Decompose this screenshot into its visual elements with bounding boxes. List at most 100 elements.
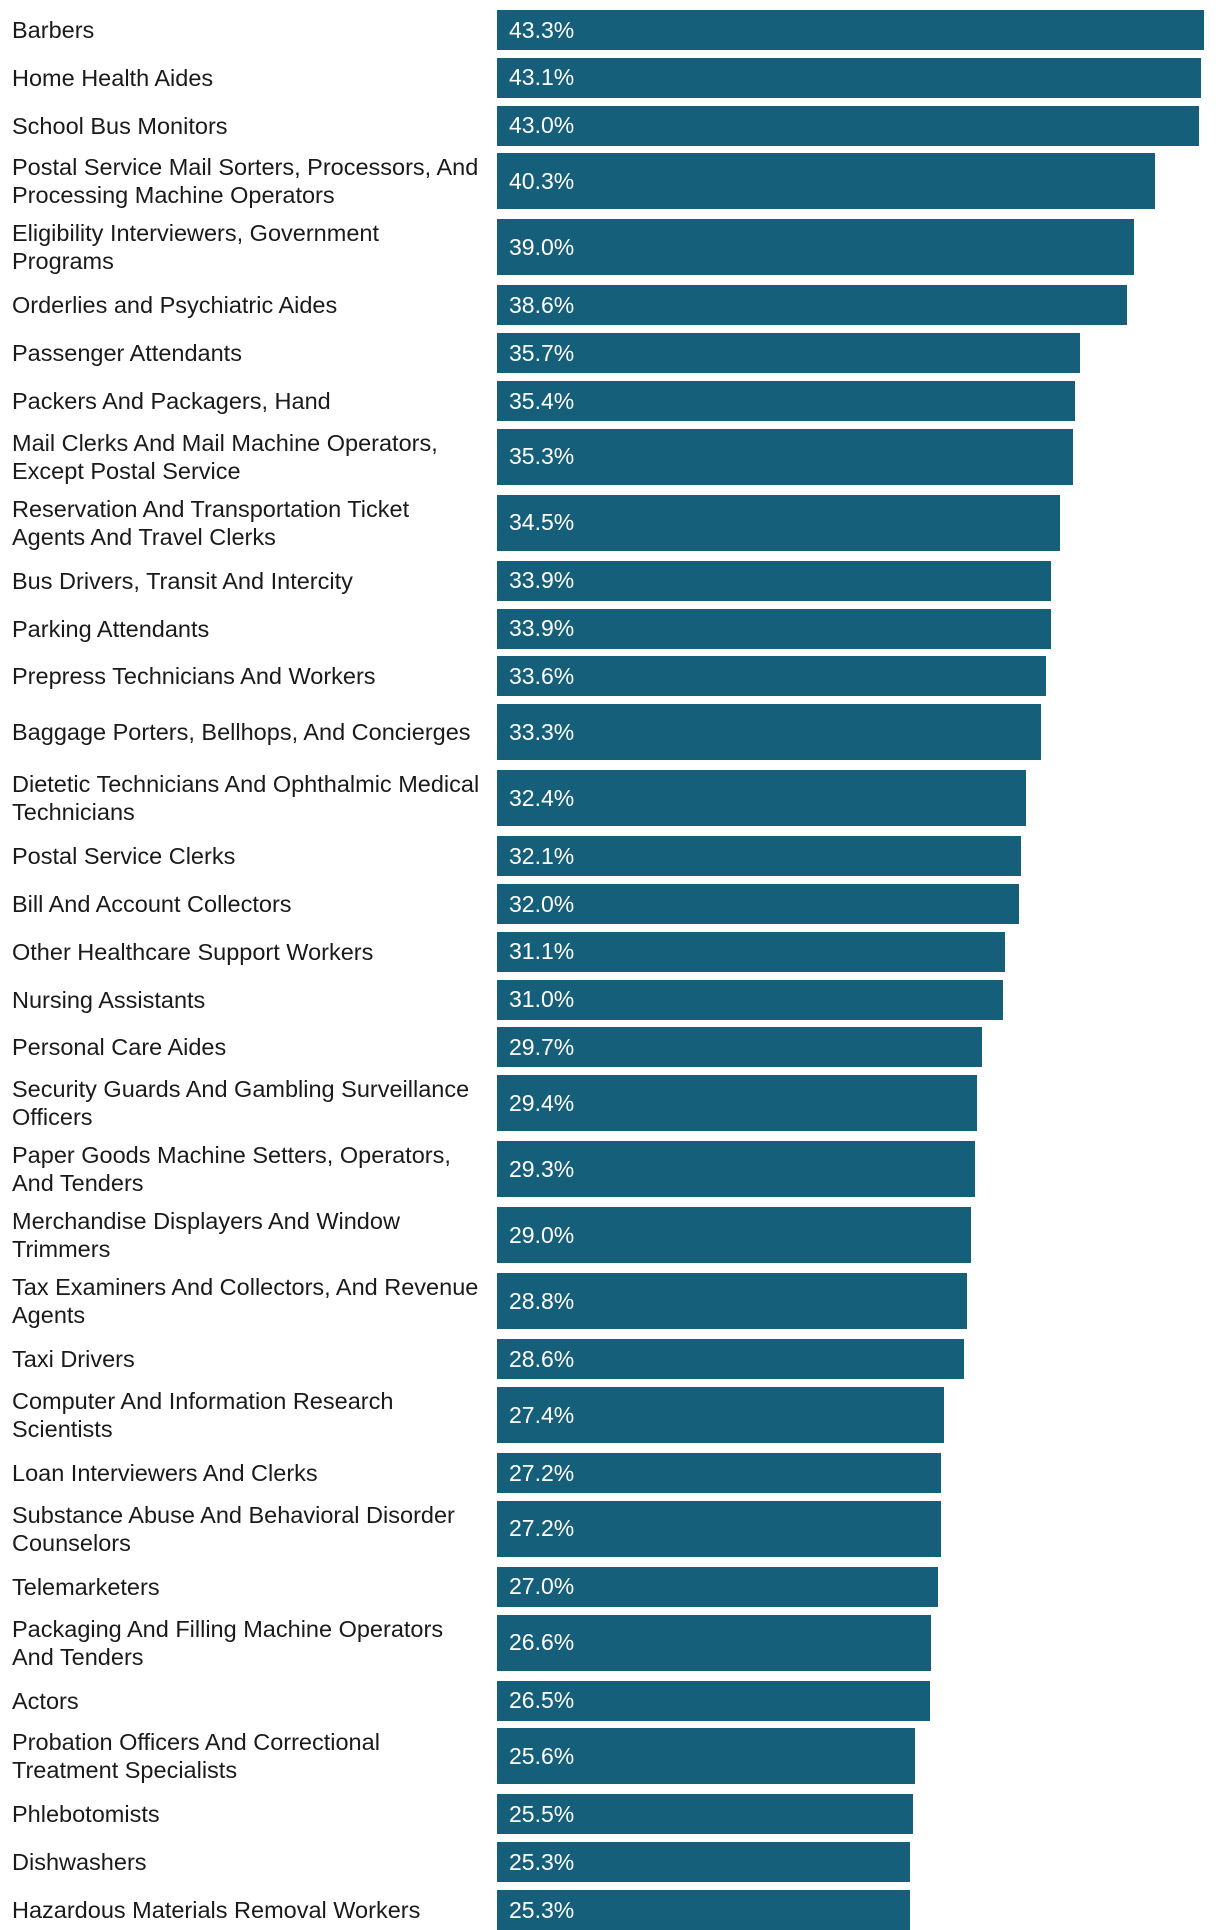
bar: 28.6% (497, 1339, 964, 1380)
bar: 29.3% (497, 1141, 976, 1198)
value-label: 25.5% (509, 1800, 575, 1827)
bar-row: Packers And Packagers, Hand 35.4% (0, 381, 1220, 421)
bar: 25.3% (497, 1842, 911, 1883)
bar-row: Merchandise Displayers And Window Trimme… (0, 1207, 1220, 1264)
value-label: 40.3% (509, 167, 575, 194)
bar-row: Eligibility Interviewers, Government Pro… (0, 219, 1220, 276)
value-label: 33.9% (509, 567, 575, 594)
category-label: Prepress Technicians And Workers (12, 663, 376, 690)
bar-row: Bill And Account Collectors 32.0% (0, 884, 1220, 924)
bar: 38.6% (497, 285, 1128, 326)
category-label: School Bus Monitors (12, 112, 228, 139)
category-label: Parking Attendants (12, 615, 210, 642)
category-label: Substance Abuse And Behavioral Disorder … (12, 1501, 455, 1556)
value-label: 43.1% (509, 64, 575, 91)
bar: 25.6% (497, 1728, 915, 1785)
bar-row: Probation Officers And Correctional Trea… (0, 1728, 1220, 1785)
bar: 27.2% (497, 1453, 942, 1493)
bar-row: Taxi Drivers 28.6% (0, 1339, 1220, 1380)
category-label: Security Guards And Gambling Surveillanc… (12, 1076, 470, 1131)
value-label: 33.3% (509, 718, 575, 745)
category-label: Packers And Packagers, Hand (12, 388, 331, 414)
bar-row: Tax Examiners And Collectors, And Revenu… (0, 1273, 1220, 1330)
bar-row: Telemarketers 27.0% (0, 1566, 1220, 1607)
value-label: 27.4% (509, 1401, 575, 1428)
category-label: Tax Examiners And Collectors, And Revenu… (12, 1274, 479, 1329)
bar: 31.0% (497, 979, 1004, 1020)
value-label: 32.4% (509, 784, 575, 811)
category-label: Probation Officers And Correctional Trea… (12, 1729, 380, 1784)
category-label: Dietetic Technicians And Ophthalmic Medi… (12, 771, 480, 826)
value-label: 25.6% (509, 1742, 575, 1769)
value-label: 32.1% (509, 842, 575, 869)
category-label: Orderlies and Psychiatric Aides (12, 292, 338, 319)
bar: 33.3% (497, 704, 1041, 761)
bar: 43.3% (497, 10, 1204, 50)
bar-row: Actors 26.5% (0, 1680, 1220, 1721)
value-label: 33.6% (509, 662, 575, 689)
value-label: 33.9% (509, 615, 575, 642)
bar-row: Computer And Information Research Scient… (0, 1387, 1220, 1443)
bar-row: Postal Service Mail Sorters, Processors,… (0, 153, 1220, 210)
bar: 35.3% (497, 428, 1074, 485)
value-label: 43.3% (509, 16, 575, 43)
bar: 39.0% (497, 219, 1134, 276)
category-label: Eligibility Interviewers, Government Pro… (12, 220, 379, 275)
bar-row: Nursing Assistants 31.0% (0, 979, 1220, 1020)
value-label: 27.2% (509, 1459, 575, 1486)
bar: 32.1% (497, 836, 1022, 877)
value-label: 28.8% (509, 1287, 575, 1314)
value-label: 38.6% (509, 291, 575, 318)
value-label: 35.4% (509, 387, 575, 414)
category-label: Bus Drivers, Transit And Intercity (12, 567, 353, 594)
category-label: Packaging And Filling Machine Operators … (12, 1615, 444, 1670)
value-label: 39.0% (509, 233, 575, 260)
bar-row: Prepress Technicians And Workers 33.6% (0, 656, 1220, 697)
category-label: Loan Interviewers And Clerks (12, 1460, 318, 1486)
bar: 26.6% (497, 1614, 932, 1671)
bar: 33.9% (497, 608, 1051, 649)
bar: 28.8% (497, 1273, 968, 1330)
value-label: 27.0% (509, 1573, 575, 1600)
category-label: Passenger Attendants (12, 340, 242, 367)
bar: 35.4% (497, 381, 1075, 421)
bar-row: Passenger Attendants 35.7% (0, 333, 1220, 374)
category-label: Taxi Drivers (12, 1346, 135, 1373)
bar: 29.7% (497, 1027, 982, 1068)
bar-row: Personal Care Aides 29.7% (0, 1027, 1220, 1068)
value-label: 29.4% (509, 1089, 575, 1116)
bar-row: Security Guards And Gambling Surveillanc… (0, 1075, 1220, 1132)
bar-row: Dishwashers 25.3% (0, 1842, 1220, 1883)
bar-row: Paper Goods Machine Setters, Operators, … (0, 1141, 1220, 1198)
value-label: 28.6% (509, 1345, 575, 1372)
bar-row: Other Healthcare Support Workers 31.1% (0, 931, 1220, 972)
category-label: Home Health Aides (12, 64, 214, 91)
category-label: Nursing Assistants (12, 986, 206, 1013)
bar-row: Baggage Porters, Bellhops, And Concierge… (0, 704, 1220, 761)
bar-row: Orderlies and Psychiatric Aides 38.6% (0, 285, 1220, 326)
bar: 25.3% (497, 1890, 911, 1930)
bar: 43.0% (497, 105, 1200, 146)
category-label: Baggage Porters, Bellhops, And Concierge… (12, 719, 471, 746)
bar: 32.0% (497, 884, 1020, 924)
value-label: 25.3% (509, 1896, 575, 1923)
bar: 29.4% (497, 1075, 978, 1132)
category-label: Dishwashers (12, 1849, 147, 1876)
bar: 27.4% (497, 1387, 945, 1443)
value-label: 35.7% (509, 339, 575, 366)
bar-row: Substance Abuse And Behavioral Disorder … (0, 1500, 1220, 1557)
value-label: 34.5% (509, 509, 575, 536)
bar: 33.9% (497, 560, 1051, 601)
value-label: 26.5% (509, 1687, 575, 1714)
bar: 27.0% (497, 1566, 938, 1607)
category-label: Telemarketers (12, 1573, 160, 1600)
value-label: 43.0% (509, 112, 575, 139)
bar: 40.3% (497, 153, 1156, 210)
bar-row: Home Health Aides 43.1% (0, 57, 1220, 98)
bar: 32.4% (497, 770, 1027, 827)
bar-row: Bus Drivers, Transit And Intercity 33.9% (0, 560, 1220, 601)
bar: 31.1% (497, 931, 1005, 972)
bar: 26.5% (497, 1680, 930, 1721)
bar-row: Loan Interviewers And Clerks 27.2% (0, 1453, 1220, 1493)
value-label: 35.3% (509, 443, 575, 470)
